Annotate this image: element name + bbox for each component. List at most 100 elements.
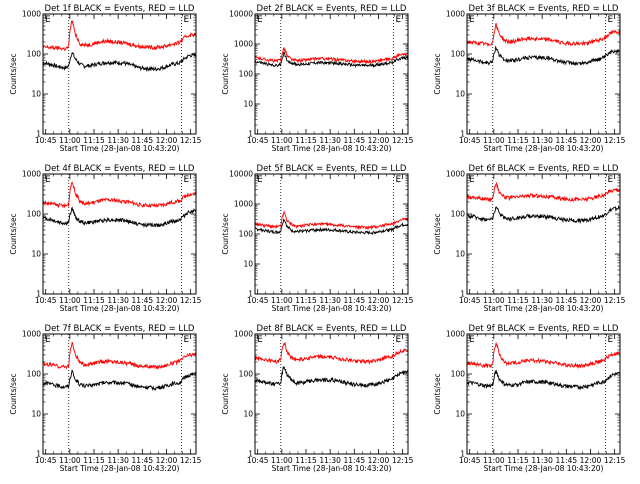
x-tick-label: 12:15 [604, 456, 626, 465]
x-axis-label: Start Time (28-Jan-08 10:43:20) [272, 464, 392, 473]
x-tick-label: 12:15 [604, 296, 626, 305]
x-tick-label: 11:30 [531, 136, 553, 145]
x-tick-label: 12:00 [156, 136, 178, 145]
panel-title: Det 8f BLACK = Events, RED = LLD [257, 324, 407, 334]
corner-label: E [469, 335, 475, 345]
plot-frame [466, 173, 621, 295]
lld-series-line [466, 22, 621, 47]
y-tick-label: 10 [31, 90, 41, 99]
events-series-line [42, 369, 197, 391]
corner-label: E [45, 15, 51, 25]
panel-title: Det 9f BLACK = Events, RED = LLD [469, 324, 619, 334]
x-tick-label: 11:45 [344, 296, 366, 305]
y-tick-label: 10000 [229, 10, 253, 19]
x-axis-label: Start Time (28-Jan-08 10:43:20) [60, 144, 180, 153]
y-tick-label: 1000 [22, 170, 41, 179]
x-tick-label: 11:30 [107, 296, 129, 305]
plot-frame [42, 173, 197, 295]
corner-label: E [257, 15, 263, 25]
x-tick-label: 12:00 [580, 456, 602, 465]
y-tick-label: 1 [36, 290, 41, 299]
lld-series-line [254, 210, 408, 231]
x-tick-label: 11:00 [271, 296, 293, 305]
x-tick-label: 12:15 [392, 456, 414, 465]
y-tick-label: 10 [455, 410, 465, 419]
y-tick-label: 10 [243, 260, 253, 269]
y-tick-label: 10 [31, 250, 41, 259]
y-tick-label: 100 [451, 370, 466, 379]
x-tick-label: 11:30 [319, 296, 341, 305]
plot-frame [254, 333, 409, 455]
y-tick-label: 1 [460, 290, 465, 299]
y-tick-label: 1000 [234, 40, 253, 49]
y-tick-label: 10 [455, 90, 465, 99]
corner-label: E [184, 335, 190, 345]
y-tick-label: 10 [455, 250, 465, 259]
y-tick-label: 1 [248, 450, 253, 459]
panel-title: Det 4f BLACK = Events, RED = LLD [45, 164, 195, 174]
x-tick-label: 11:45 [132, 456, 154, 465]
lld-series-line [254, 47, 409, 65]
x-tick-label: 11:45 [556, 456, 578, 465]
events-series-line [466, 369, 621, 391]
x-tick-label: 11:45 [132, 296, 154, 305]
x-tick-label: 11:30 [531, 296, 553, 305]
lld-series-line [466, 181, 621, 203]
plot-frame [466, 13, 621, 135]
lld-series-line [42, 181, 197, 209]
events-series-line [254, 218, 409, 236]
x-tick-label: 12:00 [156, 296, 178, 305]
corner-label: E [608, 175, 614, 185]
corner-label: E [396, 175, 402, 185]
x-tick-label: 12:00 [368, 136, 390, 145]
y-axis-label: Counts/sec [221, 213, 230, 254]
x-tick-label: 10:45 [459, 296, 481, 305]
corner-label: E [396, 335, 402, 345]
y-tick-label: 1 [36, 450, 41, 459]
x-tick-label: 11:15 [83, 296, 105, 305]
x-tick-label: 11:00 [59, 136, 81, 145]
x-tick-label: 11:30 [107, 136, 129, 145]
y-tick-label: 1 [248, 290, 253, 299]
y-tick-label: 100 [239, 230, 254, 239]
y-axis-label: Counts/sec [433, 53, 442, 94]
y-tick-label: 10000 [229, 170, 253, 179]
corner-label: E [257, 175, 263, 185]
x-tick-label: 12:15 [392, 136, 414, 145]
x-tick-label: 12:00 [156, 456, 178, 465]
y-tick-label: 100 [239, 70, 254, 79]
y-tick-label: 100 [451, 210, 466, 219]
corner-label: E [396, 15, 402, 25]
x-tick-label: 11:00 [483, 136, 505, 145]
x-axis-label: Start Time (28-Jan-08 10:43:20) [60, 304, 180, 313]
corner-label: E [184, 175, 190, 185]
corner-label: E [257, 335, 263, 345]
x-tick-label: 11:30 [319, 136, 341, 145]
x-tick-label: 11:30 [107, 456, 129, 465]
plot-frame [254, 13, 409, 135]
x-tick-label: 11:00 [483, 456, 505, 465]
y-axis-label: Counts/sec [221, 53, 230, 94]
y-tick-label: 1 [248, 130, 253, 139]
x-tick-label: 11:15 [295, 296, 317, 305]
x-tick-label: 10:45 [459, 136, 481, 145]
corner-label: E [469, 15, 475, 25]
x-tick-label: 12:15 [604, 136, 626, 145]
lld-series-line [42, 20, 197, 51]
x-tick-label: 11:15 [83, 456, 105, 465]
events-series-line [466, 204, 621, 225]
y-tick-label: 1000 [234, 200, 253, 209]
y-tick-label: 100 [239, 370, 254, 379]
y-tick-label: 10 [31, 410, 41, 419]
x-tick-label: 11:00 [59, 456, 81, 465]
lld-series-line [466, 342, 621, 370]
y-axis-label: Counts/sec [9, 373, 18, 414]
x-tick-label: 10:45 [35, 136, 57, 145]
